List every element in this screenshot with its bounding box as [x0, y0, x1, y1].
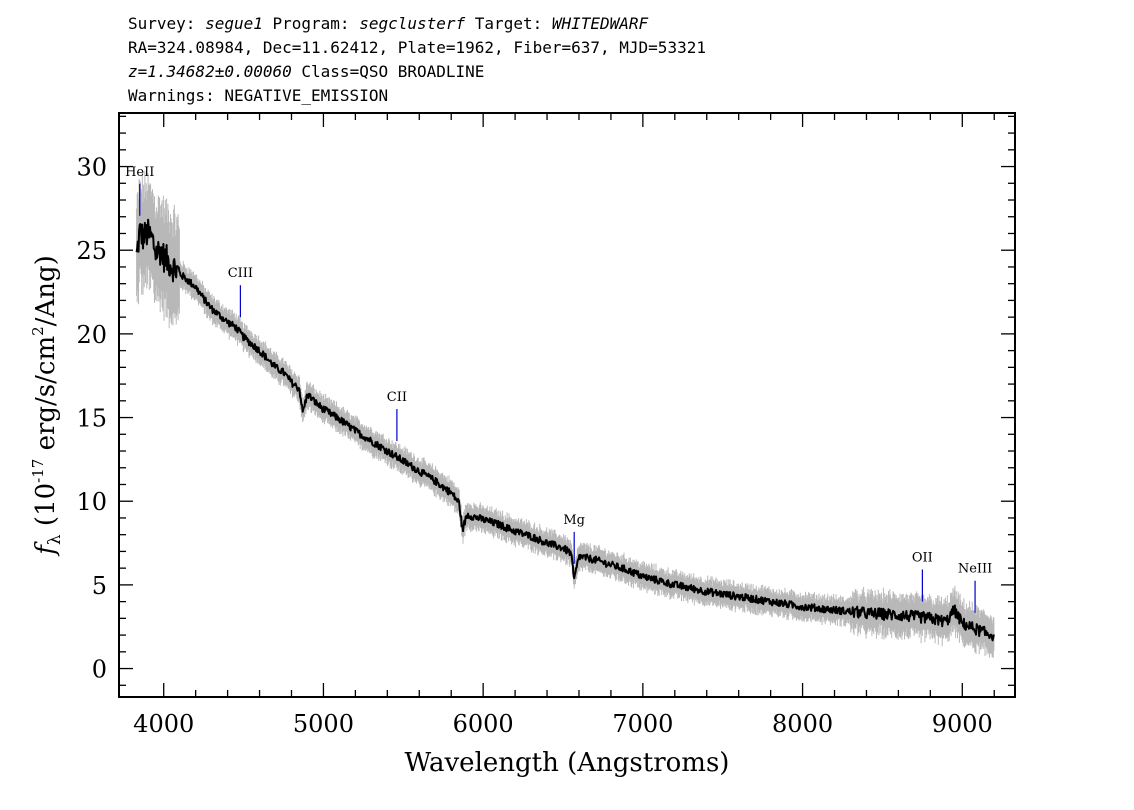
y-axis-title-text: fλ (10-17 erg/s/cm2/Ang) [29, 255, 65, 557]
redshift-value: z=1.34682±0.00060 [128, 62, 292, 81]
flux-series [135, 218, 995, 642]
y-tick-label: 30 [76, 154, 107, 182]
header-line-warnings: Warnings: NEGATIVE_EMISSION [128, 86, 389, 105]
noise-band [136, 170, 995, 658]
emission-line-markers: HeII CIII CII Mg OII NeIII [125, 165, 992, 613]
survey-value: segue1 [205, 14, 263, 33]
target-value: WHITEDWARF [551, 14, 649, 33]
plot-axes [118, 112, 1016, 698]
emission-label-cii: CII [387, 390, 407, 405]
noise-path [136, 170, 995, 658]
program-label: Program: [262, 14, 360, 33]
axis-ticks: 4000 5000 6000 7000 8000 9000 0 5 10 15 20 25 30 [76, 113, 1015, 738]
y-tick-label: 5 [92, 572, 107, 600]
header-line-coordinates: RA=324.08984, Dec=11.62412, Plate=1962, … [128, 38, 706, 57]
x-tick-label: 4000 [133, 710, 194, 738]
y-axis-title: fλ (10-17 erg/s/cm2/Ang) [29, 255, 65, 557]
spectrum-header: Survey: segue1 Program: segclusterf Targ… [128, 12, 706, 108]
x-tick-label: 5000 [293, 710, 354, 738]
plot-frame [118, 112, 1016, 698]
y-tick-label: 10 [76, 488, 107, 516]
x-tick-label: 6000 [453, 710, 514, 738]
survey-label: Survey: [128, 14, 206, 33]
x-tick-label: 9000 [932, 710, 993, 738]
x-tick-label: 7000 [612, 710, 673, 738]
flux-line [135, 218, 995, 642]
x-tick-label: 8000 [772, 710, 833, 738]
emission-label-heii: HeII [125, 165, 154, 180]
y-tick-label: 20 [76, 321, 107, 349]
program-value: segclusterf [359, 14, 466, 33]
target-label: Target: [465, 14, 552, 33]
emission-label-neiii: NeIII [958, 562, 992, 577]
y-tick-label: 25 [76, 237, 107, 265]
emission-label-oii: OII [912, 551, 933, 566]
y-tick-label: 15 [76, 405, 107, 433]
emission-label-ciii: CIII [228, 266, 253, 281]
class-value: Class=QSO BROADLINE [291, 62, 485, 81]
emission-label-mg: Mg [563, 513, 585, 528]
x-axis-title: Wavelength (Angstroms) [405, 748, 730, 778]
header-line-redshift: z=1.34682±0.00060 Class=QSO BROADLINE [128, 60, 706, 84]
y-tick-label: 0 [92, 656, 107, 684]
header-line-survey: Survey: segue1 Program: segclusterf Targ… [128, 12, 706, 36]
